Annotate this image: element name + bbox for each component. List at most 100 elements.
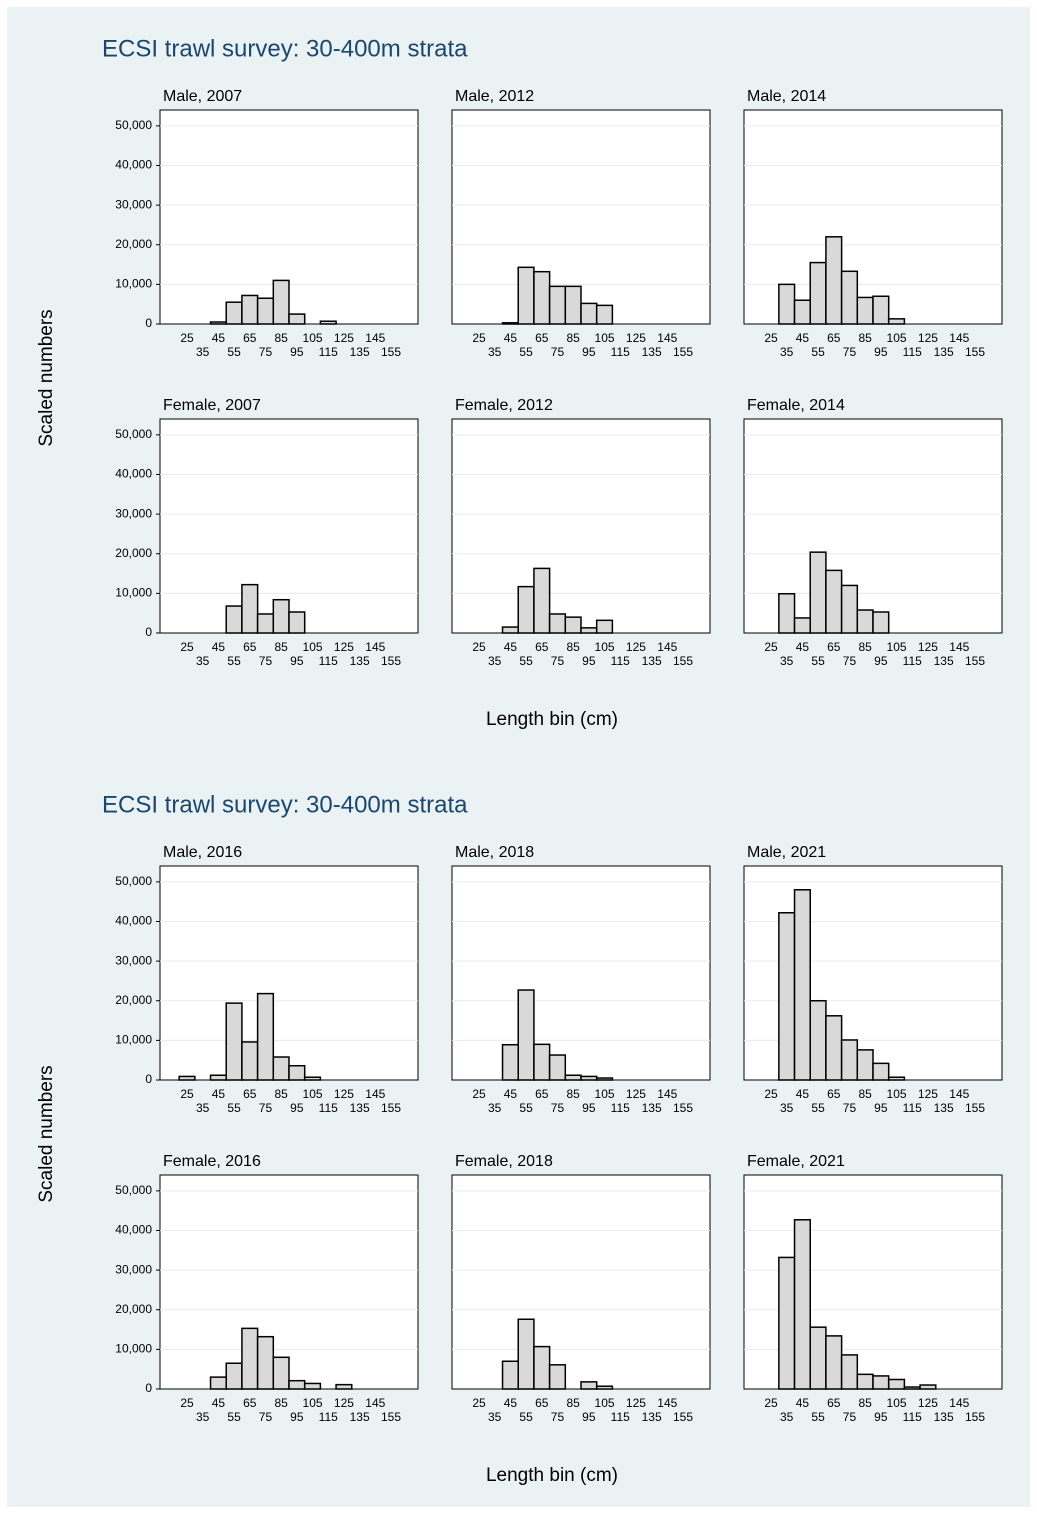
x-tick-label: 45 xyxy=(504,1396,518,1410)
panel xyxy=(451,418,711,634)
panel xyxy=(451,865,711,1081)
x-tick-label: 95 xyxy=(874,345,888,359)
x-tick-label: 155 xyxy=(381,1410,401,1424)
bar xyxy=(809,551,827,634)
panel-title: Male, 2016 xyxy=(163,844,242,861)
y-tick-label: 40,000 xyxy=(115,158,152,172)
x-tick-label: 25 xyxy=(180,1396,194,1410)
bar xyxy=(225,1002,243,1081)
y-tick-label: 30,000 xyxy=(115,197,152,211)
x-tick-label: 155 xyxy=(381,654,401,668)
x-tick-label: 75 xyxy=(259,1410,273,1424)
x-tick-label: 35 xyxy=(196,345,210,359)
bar xyxy=(856,1049,874,1081)
x-tick-label: 75 xyxy=(259,1101,273,1115)
bar xyxy=(856,609,874,634)
x-tick-label: 115 xyxy=(903,1410,922,1424)
bar xyxy=(840,1354,859,1390)
x-tick-label: 45 xyxy=(796,1396,810,1410)
x-tick-label: 155 xyxy=(673,1410,693,1424)
bar xyxy=(501,626,519,634)
bar xyxy=(178,1075,196,1081)
x-axis-label: Length bin (cm) xyxy=(486,1465,618,1486)
bar xyxy=(209,321,227,325)
x-tick-label: 45 xyxy=(212,640,226,654)
x-tick-label: 95 xyxy=(582,1410,596,1424)
x-tick-label: 105 xyxy=(887,1087,907,1101)
bar xyxy=(501,1360,519,1390)
x-tick-label: 105 xyxy=(595,640,615,654)
bar xyxy=(778,593,796,634)
x-tick-label: 105 xyxy=(303,1087,323,1101)
x-tick-label: 55 xyxy=(227,1410,241,1424)
x-tick-label: 65 xyxy=(535,331,549,345)
x-tick-label: 135 xyxy=(350,345,370,359)
bar xyxy=(856,1373,874,1390)
panel xyxy=(159,1174,419,1390)
bar xyxy=(809,1326,827,1390)
bar xyxy=(501,1043,519,1081)
x-tick-label: 75 xyxy=(551,1101,565,1115)
x-tick-label: 25 xyxy=(472,1396,486,1410)
bar xyxy=(548,285,567,325)
y-tick-label: 0 xyxy=(145,1381,152,1395)
x-tick-label: 95 xyxy=(290,654,304,668)
bar xyxy=(319,320,337,325)
x-axis-label: Length bin (cm) xyxy=(486,709,618,730)
x-tick-label: 65 xyxy=(827,1396,841,1410)
x-tick-label: 85 xyxy=(274,640,288,654)
x-tick-label: 135 xyxy=(642,654,662,668)
x-tick-label: 125 xyxy=(918,1087,938,1101)
x-tick-label: 65 xyxy=(243,331,257,345)
bar xyxy=(501,322,519,325)
y-tick-label: 0 xyxy=(145,625,152,639)
x-tick-label: 65 xyxy=(535,1396,549,1410)
y-tick-label: 20,000 xyxy=(115,546,152,560)
bar xyxy=(272,1056,290,1081)
x-tick-label: 115 xyxy=(611,654,630,668)
panel-title: Male, 2012 xyxy=(455,88,534,105)
x-tick-label: 115 xyxy=(903,345,922,359)
x-tick-label: 105 xyxy=(887,1396,907,1410)
panel-title: Female, 2021 xyxy=(747,1153,845,1170)
x-tick-label: 145 xyxy=(657,640,677,654)
bar xyxy=(303,1076,322,1081)
x-tick-label: 115 xyxy=(903,1101,922,1115)
x-tick-label: 95 xyxy=(290,1410,304,1424)
x-tick-label: 55 xyxy=(519,654,533,668)
x-tick-label: 95 xyxy=(874,1410,888,1424)
x-tick-label: 125 xyxy=(334,331,354,345)
y-tick-label: 10,000 xyxy=(115,1033,152,1047)
y-tick-label: 0 xyxy=(145,1072,152,1086)
bar xyxy=(288,313,306,325)
x-tick-label: 85 xyxy=(274,1087,288,1101)
x-tick-label: 95 xyxy=(874,1101,888,1115)
x-tick-label: 145 xyxy=(657,331,677,345)
x-tick-label: 155 xyxy=(673,654,693,668)
x-tick-label: 95 xyxy=(290,1101,304,1115)
bar xyxy=(793,617,811,634)
panel-title: Male, 2021 xyxy=(747,844,826,861)
bar xyxy=(256,297,275,325)
bar xyxy=(778,283,796,325)
bar xyxy=(564,1074,582,1081)
x-tick-label: 55 xyxy=(227,345,241,359)
bar xyxy=(580,1381,598,1390)
x-tick-label: 135 xyxy=(934,1410,954,1424)
x-tick-label: 85 xyxy=(858,1396,872,1410)
x-tick-label: 45 xyxy=(212,1087,226,1101)
bar xyxy=(533,1043,551,1081)
x-tick-label: 25 xyxy=(180,640,194,654)
x-tick-label: 35 xyxy=(488,1410,502,1424)
bar xyxy=(256,1335,275,1390)
x-tick-label: 145 xyxy=(949,1396,969,1410)
x-tick-label: 25 xyxy=(180,1087,194,1101)
bar xyxy=(272,279,290,325)
panel-title: Female, 2014 xyxy=(747,397,845,414)
bar xyxy=(595,304,614,325)
x-tick-label: 105 xyxy=(303,1396,323,1410)
x-tick-label: 35 xyxy=(780,1101,794,1115)
x-tick-label: 135 xyxy=(350,654,370,668)
x-tick-label: 105 xyxy=(887,331,907,345)
